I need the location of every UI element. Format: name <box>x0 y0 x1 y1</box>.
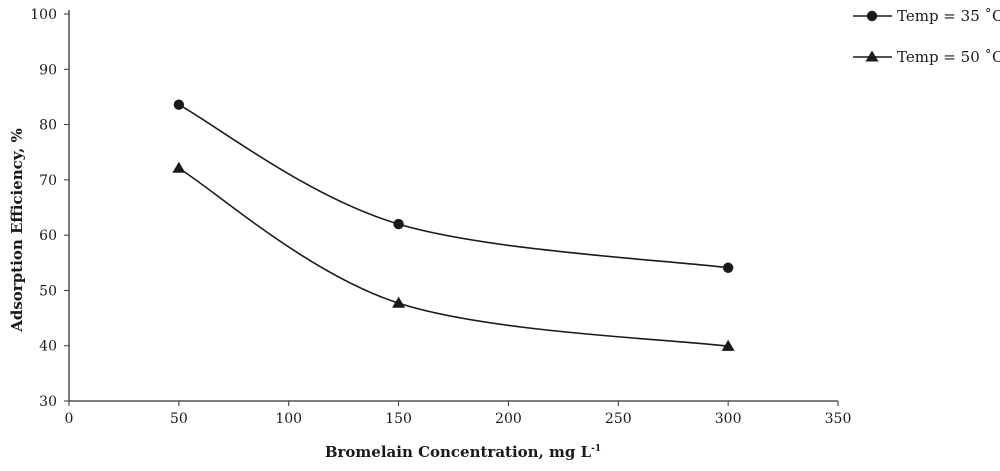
y-tick-label: 70 <box>39 173 57 189</box>
tick-labels: 30 40 50 60 70 80 90 100 0 50 100 150 200 250 300 350 <box>30 7 851 427</box>
legend-label: Temp = 50 ˚C <box>897 48 1000 66</box>
legend-item-1: Temp = 35 ˚C <box>853 7 1000 25</box>
data-point <box>722 262 734 273</box>
x-tick-label: 0 <box>65 411 74 427</box>
x-tick-label: 100 <box>275 411 302 427</box>
legend-marker <box>865 50 879 62</box>
legend-marker <box>866 10 878 22</box>
y-tick-label: 30 <box>39 394 57 410</box>
series-1 <box>173 99 734 273</box>
x-tick-label: 200 <box>495 411 522 427</box>
data-point <box>393 218 404 230</box>
x-tick-label: 350 <box>825 411 852 427</box>
x-tick-label: 300 <box>715 411 742 427</box>
legend-item-2: Temp = 50 ˚C <box>853 48 1000 66</box>
x-axis-title-text: Bromelain Concentration, mg L <box>325 443 592 461</box>
series-line <box>178 167 729 348</box>
x-axis-title: Bromelain Concentration, mg L-1 <box>325 443 601 461</box>
data-point <box>392 296 406 308</box>
series-2 <box>172 161 735 351</box>
data-point <box>173 99 185 110</box>
y-tick-label: 100 <box>30 7 57 23</box>
data-point <box>172 161 186 173</box>
legend-label: Temp = 35 ˚C <box>897 7 1000 25</box>
x-tick-label: 250 <box>605 411 632 427</box>
y-tick-label: 50 <box>39 283 57 299</box>
axes <box>64 10 839 406</box>
y-tick-label: 80 <box>39 118 57 134</box>
legend: Temp = 35 ˚C Temp = 50 ˚C <box>853 7 1000 66</box>
y-tick-label: 90 <box>39 62 57 78</box>
x-tick-label: 150 <box>385 411 412 427</box>
y-tick-label: 60 <box>39 228 57 244</box>
x-tick-label: 50 <box>170 411 188 427</box>
series-line <box>178 103 729 269</box>
y-axis-title: Adsorption Efficiency, % <box>8 128 26 333</box>
x-axis-title-superscript: -1 <box>591 444 601 454</box>
data-point <box>721 339 735 351</box>
series-group <box>172 99 735 351</box>
y-tick-label: 40 <box>39 339 57 355</box>
